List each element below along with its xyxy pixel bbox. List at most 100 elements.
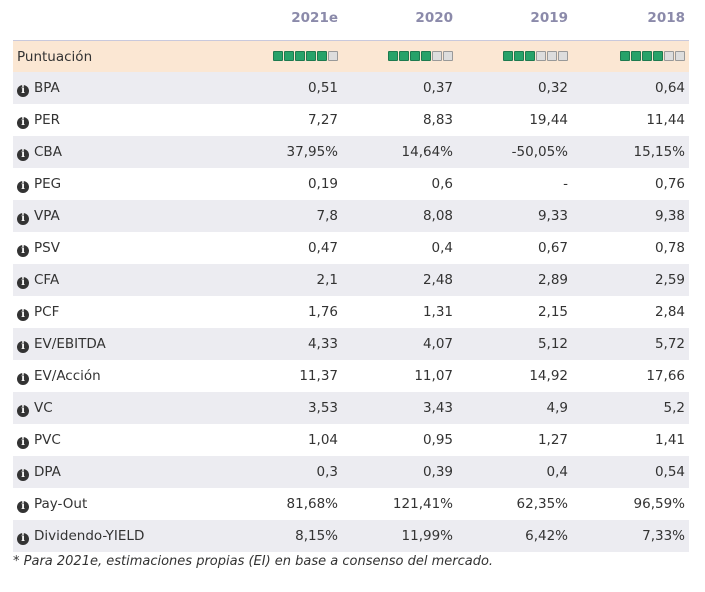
info-icon[interactable]: i [17,149,29,161]
score-square [653,51,663,61]
info-icon[interactable]: i [17,245,29,257]
score-row: Puntuación [13,40,689,73]
score-square [306,51,316,61]
score-cell [502,51,568,62]
row-label: i DPA [17,464,61,481]
info-icon[interactable]: i [17,213,29,225]
table-row: i PVC 1,04 0,95 1,27 1,41 [13,424,689,456]
table-cell: 1,41 [654,432,685,448]
table-cell: 3,53 [307,400,338,416]
table-cell: 2,84 [654,304,685,320]
table-row: i CFA 2,1 2,48 2,89 2,59 [13,264,689,296]
table-cell: 0,32 [537,80,568,96]
column-header: 2020 [415,10,453,26]
label-text: VPA [34,208,60,224]
score-square [328,51,338,61]
table-cell: 1,27 [537,432,568,448]
row-label: i PSV [17,240,60,257]
table-cell: 4,9 [546,400,568,416]
score-square [631,51,641,61]
info-icon[interactable]: i [17,181,29,193]
table-cell: 4,33 [307,336,338,352]
row-label: i CFA [17,272,59,289]
score-square [525,51,535,61]
row-label: i VPA [17,208,60,225]
info-icon[interactable]: i [17,85,29,97]
score-square [620,51,630,61]
table-cell: 7,8 [316,208,338,224]
info-icon[interactable]: i [17,437,29,449]
table-cell: 9,33 [537,208,568,224]
table-cell: 6,42% [525,528,568,544]
table-cell: 19,44 [529,112,568,128]
table-cell: 0,6 [431,176,453,192]
table-cell: 0,39 [422,464,453,480]
table-cell: 121,41% [392,496,453,512]
table-row: i VC 3,53 3,43 4,9 5,2 [13,392,689,424]
score-square [284,51,294,61]
row-label: Puntuación [17,49,93,65]
row-label: i PVC [17,432,61,449]
info-icon[interactable]: i [17,341,29,353]
table-row: i CBA 37,95% 14,64% -50,05% 15,15% [13,136,689,168]
score-square [410,51,420,61]
table-cell: 17,66 [646,368,685,384]
table-cell: 7,33% [642,528,685,544]
score-square [514,51,524,61]
score-square [443,51,453,61]
info-icon[interactable]: i [17,373,29,385]
row-label: i EV/EBITDA [17,336,106,353]
label-text: PSV [34,240,60,256]
score-square [432,51,442,61]
table-row: i PER 7,27 8,83 19,44 11,44 [13,104,689,136]
info-icon[interactable]: i [17,309,29,321]
row-label: i PCF [17,304,59,321]
table-cell: 1,31 [422,304,453,320]
table-cell: 5,72 [654,336,685,352]
label-text: BPA [34,80,60,96]
row-label: i Pay-Out [17,496,87,513]
label-text: EV/EBITDA [34,336,106,352]
row-label: i CBA [17,144,62,161]
score-square [664,51,674,61]
table-cell: 0,64 [654,80,685,96]
table-row: i VPA 7,8 8,08 9,33 9,38 [13,200,689,232]
label-text: DPA [34,464,61,480]
table-cell: -50,05% [511,144,568,160]
table-cell: 81,68% [286,496,338,512]
score-square [536,51,546,61]
table-cell: 0,95 [422,432,453,448]
row-label: i Dividendo-YIELD [17,528,144,545]
score-square [421,51,431,61]
table-cell: 14,64% [401,144,453,160]
table-row: i PSV 0,47 0,4 0,67 0,78 [13,232,689,264]
info-icon[interactable]: i [17,469,29,481]
label-text: PEG [34,176,62,192]
table-row: i Dividendo-YIELD 8,15% 11,99% 6,42% 7,33% [13,520,689,552]
footnote: * Para 2021e, estimaciones propias (EI) … [13,554,494,569]
label-text: EV/Acción [34,368,101,384]
info-icon[interactable]: i [17,117,29,129]
table-cell: 0,47 [307,240,338,256]
table-cell: 11,07 [414,368,453,384]
table-cell: 8,08 [422,208,453,224]
info-icon[interactable]: i [17,405,29,417]
score-square [675,51,685,61]
score-cell [619,51,685,62]
score-square [273,51,283,61]
info-icon[interactable]: i [17,533,29,545]
table-row: i PEG 0,19 0,6 - 0,76 [13,168,689,200]
score-square [503,51,513,61]
table-cell: 0,67 [537,240,568,256]
score-square [558,51,568,61]
row-label: i EV/Acción [17,368,101,385]
table-cell: 96,59% [633,496,685,512]
table-cell: 0,4 [546,464,568,480]
info-icon[interactable]: i [17,277,29,289]
info-icon[interactable]: i [17,501,29,513]
score-square [399,51,409,61]
table-cell: 7,27 [307,112,338,128]
table-cell: 11,37 [299,368,338,384]
table-cell: 1,04 [307,432,338,448]
score-square [295,51,305,61]
